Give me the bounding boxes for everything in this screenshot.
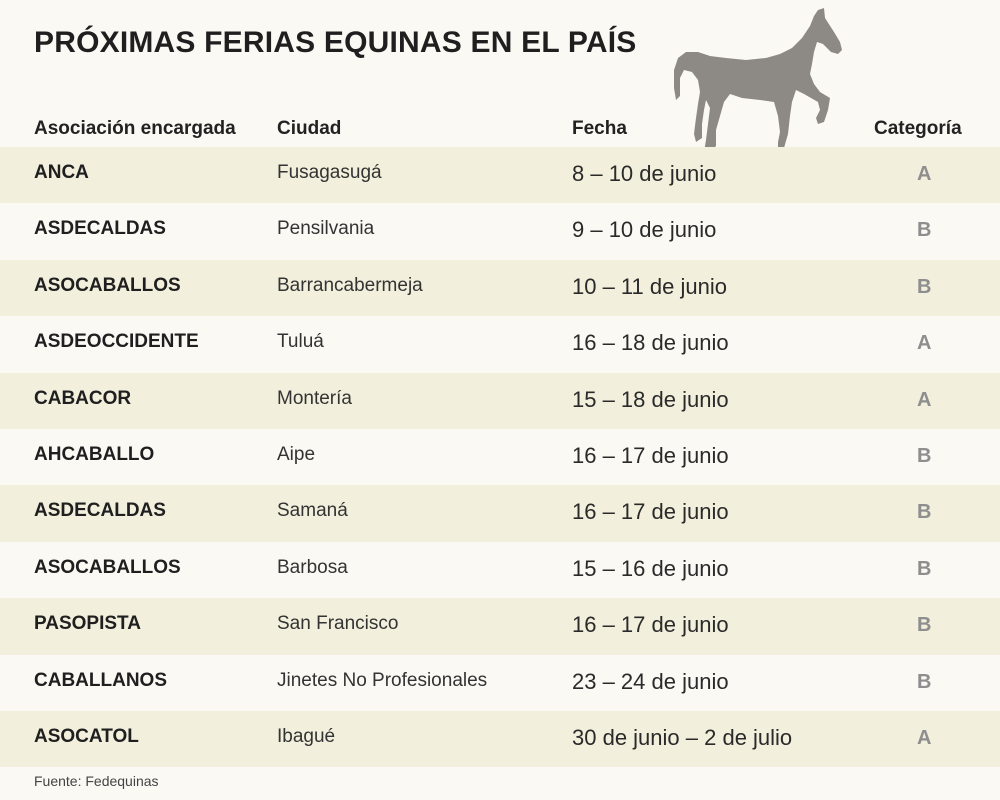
table-row: ASOCATOL Ibagué 30 de junio – 2 de julio… — [0, 710, 1000, 768]
horse-silhouette-icon — [674, 8, 842, 152]
cell-asociacion: ASOCABALLOS — [34, 556, 181, 578]
cell-ciudad: Tuluá — [277, 331, 324, 353]
cell-categoria: A — [917, 726, 932, 749]
source-note: Fuente: Fedequinas — [34, 773, 159, 789]
cell-fecha: 15 – 16 de junio — [572, 555, 729, 581]
table-row: ASDECALDAS Samaná 16 – 17 de junio B — [0, 485, 1000, 542]
column-header-ciudad: Ciudad — [277, 118, 342, 139]
cell-ciudad: Barrancabermeja — [277, 274, 423, 296]
page-title: PRÓXIMAS FERIAS EQUINAS EN EL PAÍS — [34, 26, 637, 59]
cell-asociacion: CABALLANOS — [34, 669, 167, 691]
table-header: Asociación encargada Ciudad Fecha Catego… — [0, 116, 1000, 144]
table-row: AHCABALLO Aipe 16 – 17 de junio B — [0, 429, 1000, 485]
column-header-asociacion: Asociación encargada — [34, 118, 236, 139]
cell-ciudad: Jinetes No Profesionales — [277, 669, 488, 691]
cell-categoria: B — [917, 275, 932, 298]
cell-asociacion: ANCA — [34, 162, 89, 183]
cell-fecha: 30 de junio – 2 de julio — [572, 724, 793, 750]
cell-ciudad: Barbosa — [277, 556, 348, 578]
cell-categoria: B — [917, 219, 932, 242]
cell-ciudad: San Francisco — [277, 613, 399, 635]
cell-fecha: 8 – 10 de junio — [572, 161, 717, 186]
cell-asociacion: ASDECALDAS — [34, 218, 166, 240]
cell-categoria: B — [917, 557, 932, 580]
cell-fecha: 23 – 24 de junio — [572, 668, 729, 694]
table-row: ASOCABALLOS Barrancabermeja 10 – 11 de j… — [0, 259, 1000, 317]
cell-fecha: 16 – 18 de junio — [572, 330, 729, 356]
cell-ciudad: Pensilvania — [277, 218, 375, 240]
table-row: PASOPISTA San Francisco 16 – 17 de junio… — [0, 598, 1000, 655]
fairs-table: ANCA Fusagasugá 8 – 10 de junio A ASDECA… — [0, 147, 1000, 768]
cell-fecha: 15 – 18 de junio — [572, 386, 729, 412]
cell-categoria: B — [917, 444, 932, 467]
table-row: CABACOR Montería 15 – 18 de junio A — [0, 372, 1000, 429]
cell-asociacion: ASDEOCCIDENTE — [34, 331, 199, 353]
cell-ciudad: Ibagué — [277, 725, 336, 747]
cell-categoria: A — [917, 388, 932, 411]
cell-categoria: B — [917, 501, 932, 524]
cell-fecha: 16 – 17 de junio — [572, 499, 729, 525]
table-row: ASOCABALLOS Barbosa 15 – 16 de junio B — [0, 542, 1000, 598]
cell-asociacion: ASOCATOL — [34, 725, 139, 747]
cell-ciudad: Fusagasugá — [277, 162, 382, 183]
cell-fecha: 10 – 11 de junio — [572, 273, 727, 299]
column-header-fecha: Fecha — [572, 118, 627, 139]
table-row: CABALLANOS Jinetes No Profesionales 23 –… — [0, 655, 1000, 711]
cell-categoria: B — [917, 614, 932, 637]
cell-ciudad: Samaná — [277, 500, 348, 522]
cell-asociacion: CABACOR — [34, 387, 132, 409]
cell-categoria: A — [917, 163, 932, 185]
cell-ciudad: Montería — [277, 387, 352, 409]
cell-fecha: 16 – 17 de junio — [572, 442, 729, 468]
cell-categoria: A — [917, 332, 932, 355]
cell-fecha: 16 – 17 de junio — [572, 612, 729, 638]
cell-fecha: 9 – 10 de junio — [572, 217, 717, 243]
cell-asociacion: PASOPISTA — [34, 613, 141, 635]
table-row: ANCA Fusagasugá 8 – 10 de junio A — [0, 147, 1000, 204]
cell-asociacion: ASDECALDAS — [34, 500, 166, 522]
cell-asociacion: AHCABALLO — [34, 443, 155, 465]
table-row: ASDECALDAS Pensilvania 9 – 10 de junio B — [0, 203, 1000, 259]
table-row: ASDEOCCIDENTE Tuluá 16 – 18 de junio A — [0, 316, 1000, 372]
cell-ciudad: Aipe — [277, 443, 316, 465]
column-header-categoria: Categoría — [874, 118, 962, 139]
cell-asociacion: ASOCABALLOS — [34, 274, 181, 296]
cell-categoria: B — [917, 670, 932, 693]
